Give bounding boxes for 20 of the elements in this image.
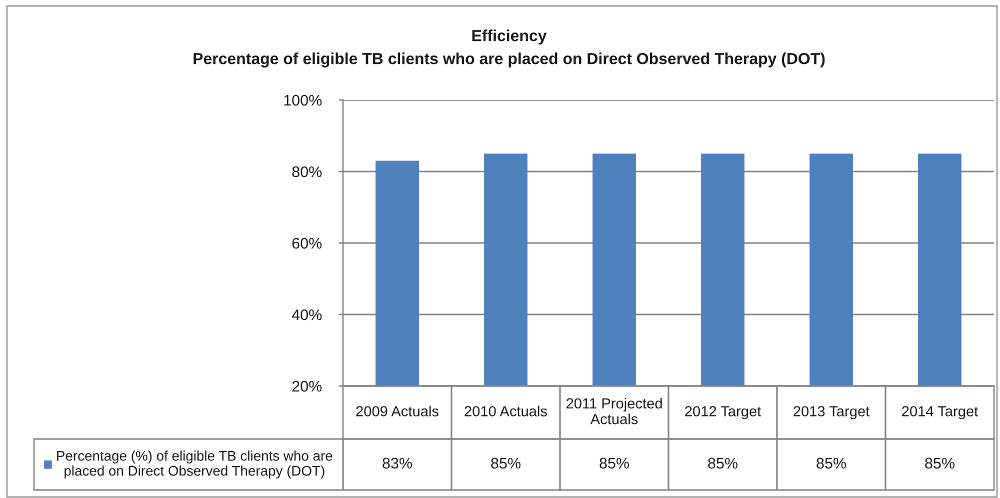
data-label: 85%: [925, 458, 954, 469]
data-label: 85%: [491, 458, 520, 469]
x-tick-label: 2014 Target: [902, 406, 978, 420]
data-label: 85%: [708, 458, 738, 469]
y-tick-label: 20%: [292, 380, 322, 392]
x-tick-label: 2013 Target: [794, 406, 870, 420]
chart-subtitle: Percentage of eligible TB clients who are placed on Direct Observed Therapy (DOT): [194, 52, 825, 68]
legend-label: Percentage (%) of eligible TB clients who are placed on Direct Observed Therapy (DOT): [57, 450, 332, 478]
chart-title: Efficiency: [472, 30, 547, 44]
data-label: 85%: [600, 458, 629, 469]
y-tick-label: 100%: [284, 94, 322, 106]
data-label: 83%: [382, 458, 412, 469]
y-tick-label: 60%: [292, 238, 322, 249]
data-label: 85%: [816, 458, 846, 469]
y-tick-label: 80%: [292, 166, 322, 178]
x-tick-label: 2010 Actuals: [464, 406, 547, 416]
x-tick-label: 2012 Target: [685, 406, 762, 420]
x-tick-label: 2009 Actuals: [356, 406, 438, 416]
x-tick-label: 2011 Projected Actuals: [566, 398, 662, 424]
y-tick-label: 40%: [292, 309, 322, 320]
